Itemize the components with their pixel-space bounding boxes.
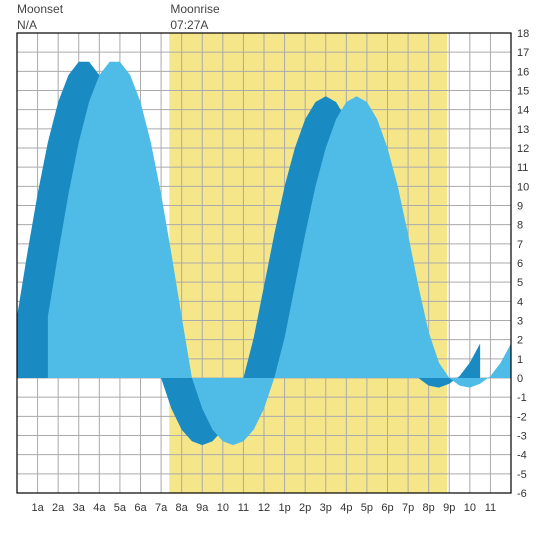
svg-text:5p: 5p [361,502,373,514]
svg-text:13: 13 [517,124,529,136]
svg-text:10: 10 [464,502,476,514]
svg-text:1p: 1p [278,502,290,514]
svg-text:7p: 7p [402,502,414,514]
svg-text:2: 2 [517,335,523,347]
svg-text:1: 1 [517,354,523,366]
svg-text:9a: 9a [196,502,209,514]
moonrise-title: Moonrise [170,2,219,18]
moonset-value: N/A [17,18,63,34]
svg-text:11: 11 [517,162,528,174]
svg-text:12: 12 [517,143,529,155]
svg-text:18: 18 [517,28,529,40]
svg-text:11: 11 [485,502,496,514]
svg-text:2a: 2a [52,502,65,514]
svg-text:3: 3 [517,316,523,328]
svg-text:3p: 3p [320,502,332,514]
chart-svg: 1817161514131211109876543210-1-2-3-4-5-6… [0,0,550,550]
svg-text:-6: -6 [517,488,527,500]
svg-text:4: 4 [517,296,523,308]
svg-text:6p: 6p [381,502,393,514]
svg-text:5: 5 [517,277,523,289]
moonrise-label: Moonrise 07:27A [170,2,219,33]
svg-text:-5: -5 [517,469,527,481]
svg-text:-2: -2 [517,411,527,423]
svg-text:-1: -1 [517,392,527,404]
svg-text:-3: -3 [517,431,527,443]
svg-text:9p: 9p [443,502,455,514]
svg-text:10: 10 [517,181,529,193]
svg-text:9: 9 [517,201,523,213]
svg-text:17: 17 [517,47,529,59]
svg-text:7: 7 [517,239,523,251]
svg-text:11: 11 [238,502,249,514]
svg-text:1a: 1a [31,502,44,514]
moonrise-value: 07:27A [170,18,219,34]
svg-text:14: 14 [517,105,529,117]
svg-text:2p: 2p [299,502,311,514]
svg-text:15: 15 [517,86,529,98]
svg-text:10: 10 [217,502,229,514]
svg-text:16: 16 [517,66,529,78]
moonset-title: Moonset [17,2,63,18]
svg-text:4a: 4a [93,502,106,514]
svg-text:12: 12 [258,502,270,514]
svg-text:-4: -4 [517,450,527,462]
moonset-label: Moonset N/A [17,2,63,33]
svg-text:8p: 8p [423,502,435,514]
svg-text:0: 0 [517,373,523,385]
svg-text:3a: 3a [73,502,86,514]
svg-text:5a: 5a [114,502,127,514]
svg-text:6: 6 [517,258,523,270]
svg-text:8a: 8a [176,502,189,514]
svg-text:7a: 7a [155,502,168,514]
svg-text:8: 8 [517,220,523,232]
svg-text:6a: 6a [134,502,147,514]
tide-chart: 1817161514131211109876543210-1-2-3-4-5-6… [0,0,550,550]
svg-text:4p: 4p [340,502,352,514]
